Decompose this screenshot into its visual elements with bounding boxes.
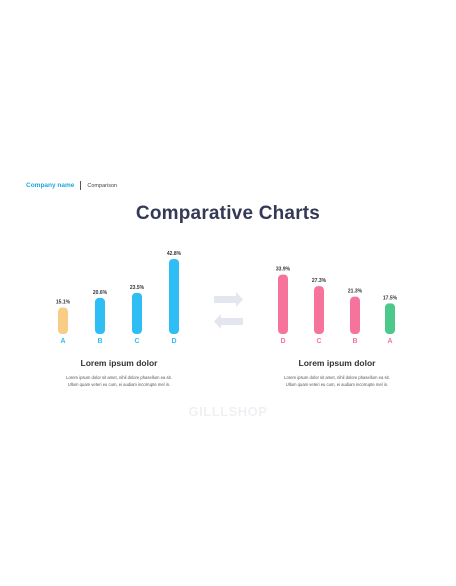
right-bar-c [314, 286, 324, 334]
left-value-label-b: 20.6% [93, 290, 108, 296]
left-caption: Lorem ipsum dolor Lorem ipsum dolor sit … [34, 358, 204, 388]
left-category-label-b: B [97, 338, 102, 345]
left-bar-d [169, 259, 179, 334]
left-category-label-c: C [134, 338, 139, 345]
company-name: Company name [26, 182, 75, 189]
right-category-label-b: B [352, 338, 357, 345]
left-category-label-a: A [60, 338, 65, 345]
right-caption-line-1: Lorem ipsum dolor sit amet, nihil dolore… [284, 375, 390, 380]
right-category-label-d: D [280, 338, 285, 345]
left-bar-c [132, 292, 142, 334]
left-caption-line-2: Ullum quam veteri eu cum, ei audiam inco… [67, 382, 171, 387]
right-caption-heading: Lorem ipsum dolor [298, 358, 376, 368]
right-caption: Lorem ipsum dolor Lorem ipsum dolor sit … [252, 358, 422, 388]
right-caption-line-2: Ullum quam veteri eu cum, ei audiam inco… [285, 382, 389, 387]
right-bar-b [350, 296, 360, 334]
left-value-label-a: 15.1% [56, 300, 71, 306]
watermark: GILLLSHOP [188, 404, 268, 419]
right-category-label-c: C [316, 338, 321, 345]
left-category-label-d: D [171, 338, 176, 345]
arrow-right-icon [214, 292, 243, 307]
right-value-label-b: 21.3% [348, 289, 363, 295]
right-value-label-c: 27.3% [312, 278, 327, 284]
right-bar-d [278, 274, 288, 334]
right-category-label-a: A [387, 338, 392, 345]
right-bar-a [385, 303, 395, 334]
right-value-label-d: 33.9% [276, 267, 291, 273]
section-name: Comparison [87, 182, 118, 189]
left-value-label-d: 42.8% [167, 251, 182, 257]
left-caption-heading: Lorem ipsum dolor [80, 358, 158, 368]
breadcrumb-divider [80, 181, 82, 190]
right-value-label-a: 17.5% [383, 295, 398, 301]
page-title: Comparative Charts [135, 203, 321, 224]
arrow-left-icon [214, 314, 243, 329]
left-caption-line-1: Lorem ipsum dolor sit amet, nihil dolore… [66, 375, 172, 380]
left-bar-a [58, 307, 68, 334]
left-bar-b [95, 297, 105, 334]
left-value-label-c: 23.5% [130, 285, 145, 291]
breadcrumb: Company name Comparison [26, 181, 117, 190]
